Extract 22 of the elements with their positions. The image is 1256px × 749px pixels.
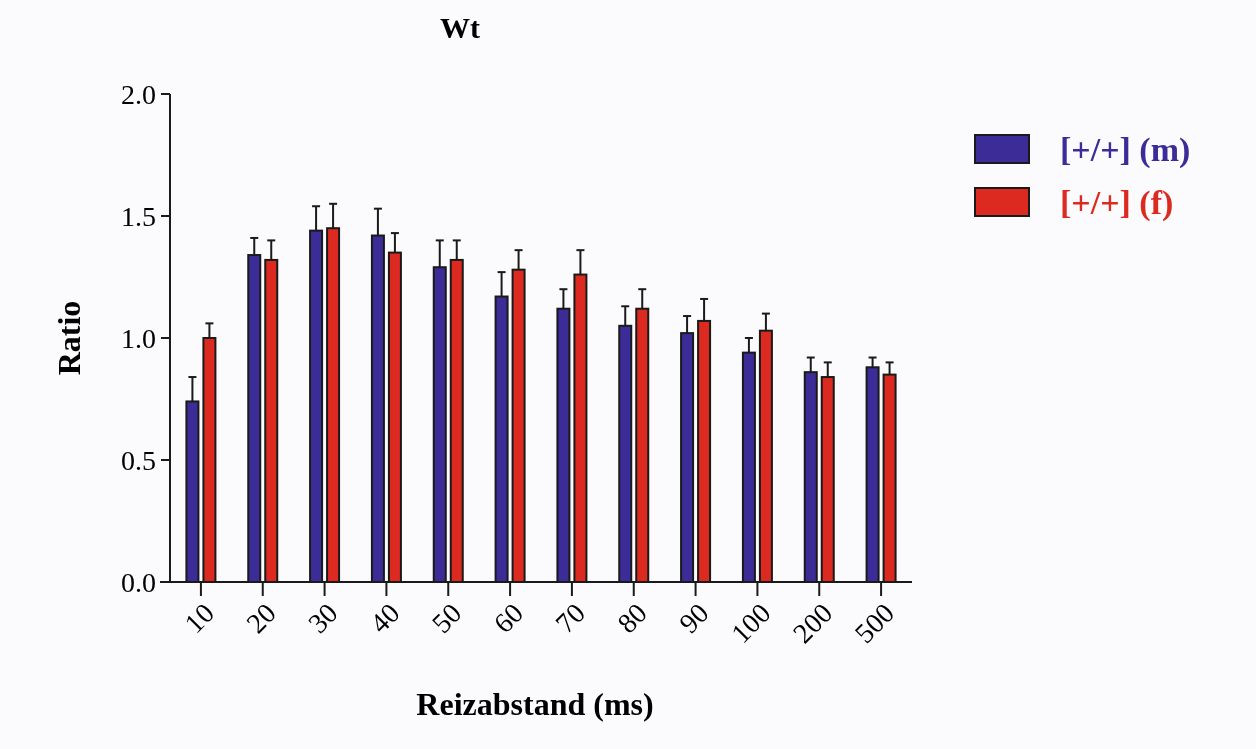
x-tick-label: 10 xyxy=(178,597,221,639)
x-tick-label: 80 xyxy=(611,597,653,639)
x-tick-label: 500 xyxy=(848,597,901,649)
y-tick-label: 1.5 xyxy=(121,200,156,232)
x-tick-label: 100 xyxy=(724,597,777,649)
x-axis-title: Reizabstand (ms) xyxy=(416,686,654,722)
y-tick-label: 2.0 xyxy=(121,78,156,110)
x-tick-label: 30 xyxy=(302,597,344,639)
x-tick-label: 200 xyxy=(786,597,839,649)
chart-title: Wt xyxy=(440,11,480,44)
y-axis-title: Ratio xyxy=(51,300,87,376)
y-tick-label: 1.0 xyxy=(121,322,156,354)
x-tick-label: 40 xyxy=(363,597,406,639)
x-tick-label: 70 xyxy=(549,597,592,639)
y-tick-label: 0.5 xyxy=(121,444,156,476)
x-tick-label: 60 xyxy=(487,597,530,639)
legend-label: [+/+] (m) xyxy=(1060,130,1191,169)
y-tick-label: 0.0 xyxy=(121,566,156,598)
x-tick-label: 20 xyxy=(240,597,282,639)
legend-label: [+/+] (f) xyxy=(1060,183,1174,222)
x-tick-label: 90 xyxy=(673,597,715,639)
x-tick-label: 50 xyxy=(425,597,468,639)
